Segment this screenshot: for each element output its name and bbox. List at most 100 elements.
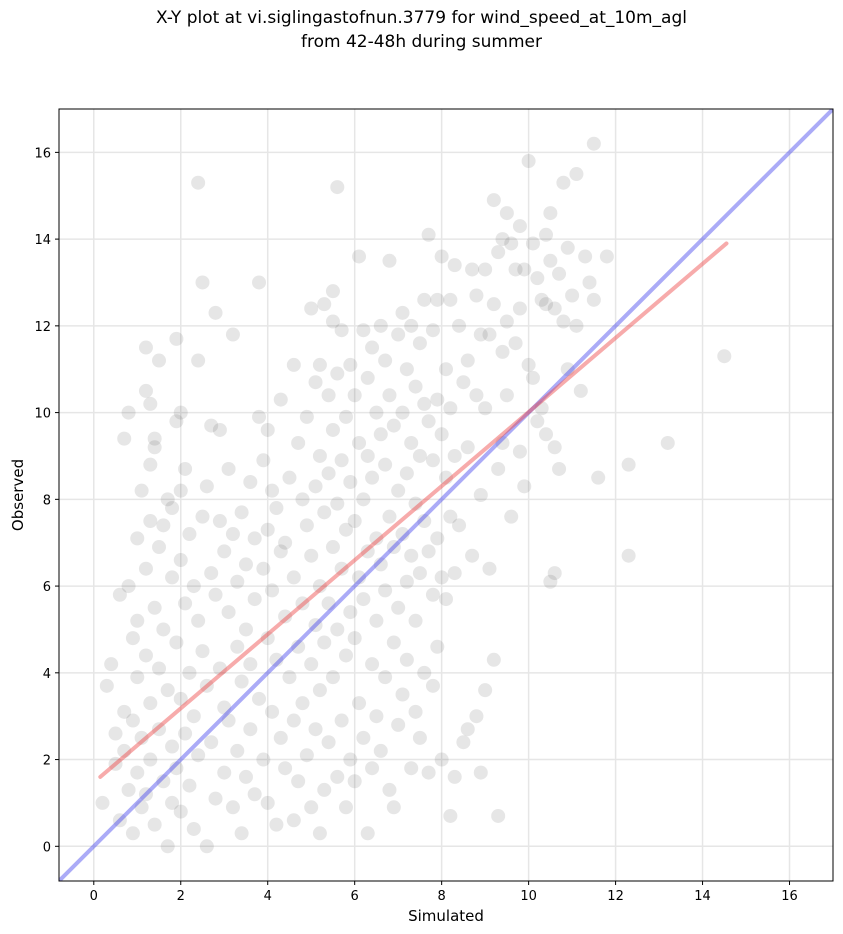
data-point xyxy=(325,314,340,329)
data-point xyxy=(195,644,210,659)
data-point xyxy=(243,722,258,737)
data-point xyxy=(495,344,510,359)
data-point xyxy=(434,570,449,585)
data-point xyxy=(199,479,214,494)
data-point xyxy=(621,457,636,472)
data-point xyxy=(447,448,462,463)
data-point xyxy=(386,800,401,815)
data-point xyxy=(265,704,280,719)
data-point xyxy=(325,670,340,685)
data-point xyxy=(395,527,410,542)
data-point xyxy=(143,514,158,529)
data-point xyxy=(530,271,545,286)
data-point xyxy=(421,765,436,780)
data-point xyxy=(543,574,558,589)
data-point xyxy=(108,726,123,741)
data-point xyxy=(125,826,140,841)
data-point xyxy=(491,461,506,476)
data-point xyxy=(408,704,423,719)
data-point xyxy=(547,566,562,581)
x-tick-label: 14 xyxy=(694,889,711,904)
data-point xyxy=(178,726,193,741)
data-point xyxy=(225,527,240,542)
data-point xyxy=(460,722,475,737)
data-point xyxy=(443,292,458,307)
data-point xyxy=(495,232,510,247)
data-point xyxy=(539,297,554,312)
data-point xyxy=(373,427,388,442)
data-point xyxy=(325,540,340,555)
data-point xyxy=(125,713,140,728)
data-point xyxy=(243,657,258,672)
data-point xyxy=(230,639,245,654)
data-point xyxy=(404,435,419,450)
data-point xyxy=(382,782,397,797)
data-point xyxy=(165,570,180,585)
data-point xyxy=(321,388,336,403)
data-point xyxy=(186,579,201,594)
data-point xyxy=(369,531,384,546)
data-point xyxy=(169,635,184,650)
data-point xyxy=(147,600,162,615)
data-point xyxy=(434,249,449,264)
data-point xyxy=(430,292,445,307)
data-point xyxy=(373,318,388,333)
data-point xyxy=(247,787,262,802)
data-point xyxy=(221,713,236,728)
data-point xyxy=(265,483,280,498)
data-point xyxy=(173,691,188,706)
data-point xyxy=(143,696,158,711)
chart-title-line-1: X-Y plot at vi.siglingastofnun.3779 for … xyxy=(155,8,687,28)
data-point xyxy=(212,661,227,676)
data-point xyxy=(439,362,453,377)
data-point xyxy=(134,483,149,498)
data-point xyxy=(117,704,132,719)
data-point xyxy=(121,405,136,420)
data-point xyxy=(417,514,432,529)
data-point xyxy=(434,752,449,767)
data-point xyxy=(399,466,414,481)
data-point xyxy=(382,388,397,403)
data-point xyxy=(260,422,275,437)
data-point xyxy=(447,258,462,273)
data-point xyxy=(152,661,167,676)
data-point xyxy=(204,418,219,433)
data-points xyxy=(95,136,732,854)
data-point xyxy=(238,769,253,784)
data-point xyxy=(382,253,397,268)
y-tick-label: 4 xyxy=(43,667,51,682)
plot-area xyxy=(59,109,833,881)
data-point xyxy=(473,327,488,342)
data-point xyxy=(225,327,240,342)
data-point xyxy=(356,592,371,607)
data-point xyxy=(482,327,497,342)
x-tick-label: 6 xyxy=(351,889,359,904)
data-point xyxy=(160,492,175,507)
x-tick-label: 10 xyxy=(520,889,537,904)
data-point xyxy=(321,466,336,481)
data-point xyxy=(195,275,210,290)
data-point xyxy=(95,795,110,810)
data-point xyxy=(130,670,145,685)
data-point xyxy=(512,219,527,234)
data-point xyxy=(147,431,162,446)
data-point xyxy=(247,531,262,546)
data-point xyxy=(325,284,340,299)
grid xyxy=(59,109,833,881)
data-point xyxy=(134,800,149,815)
data-point xyxy=(352,570,367,585)
data-point xyxy=(260,795,275,810)
data-point xyxy=(452,518,467,533)
axis-ticks: 0 2 4 6 8 10 12 14 16 0 2 4 6 8 10 12 14 16 xyxy=(34,146,797,904)
data-point xyxy=(556,314,571,329)
data-point xyxy=(173,553,188,568)
data-point xyxy=(134,730,149,745)
data-point xyxy=(304,548,319,563)
data-point xyxy=(104,657,119,672)
data-point xyxy=(295,492,310,507)
data-point xyxy=(317,635,332,650)
data-point xyxy=(491,245,506,260)
data-point xyxy=(478,262,493,277)
data-point xyxy=(352,696,367,711)
data-point xyxy=(138,383,153,398)
